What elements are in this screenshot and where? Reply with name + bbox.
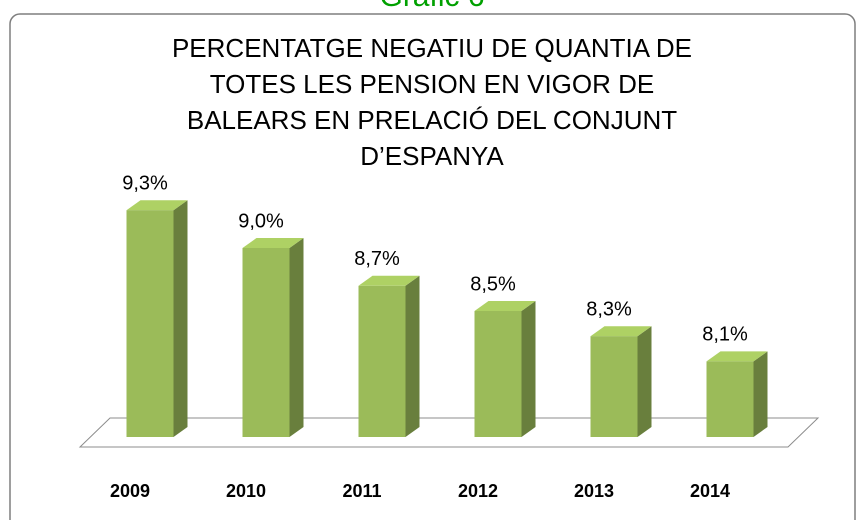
- bar-side: [753, 351, 768, 437]
- chart-title: D’ESPANYA: [360, 141, 504, 171]
- value-label: 8,7%: [354, 248, 400, 270]
- bar-side: [521, 301, 536, 437]
- bar-top: [474, 301, 536, 311]
- bar: [358, 285, 406, 437]
- bar-side: [637, 326, 652, 437]
- value-label: 8,3%: [586, 298, 632, 320]
- bar-top: [358, 275, 420, 286]
- value-label: 9,3%: [122, 172, 168, 194]
- heading: Gràfic 6: [379, 0, 484, 13]
- x-tick-label: 2011: [342, 481, 381, 501]
- bar: [474, 311, 522, 437]
- x-tick-label: 2013: [574, 481, 614, 501]
- bar-side: [173, 200, 188, 437]
- value-label: 9,0%: [238, 210, 284, 232]
- chart-title: PERCENTATGE NEGATIU DE QUANTIA DE: [172, 33, 692, 63]
- x-tick-label: 2010: [226, 481, 266, 501]
- bar-top: [126, 200, 188, 211]
- x-tick-label: 2012: [458, 481, 498, 501]
- bar-top: [590, 326, 652, 337]
- chart-title: TOTES LES PENSION EN VIGOR DE: [210, 69, 655, 99]
- x-tick-label: 2014: [690, 481, 730, 501]
- bar-top: [706, 351, 768, 362]
- bar: [126, 210, 174, 437]
- bar-top: [242, 238, 304, 248]
- bar: [706, 361, 754, 437]
- bar: [242, 248, 290, 437]
- bar-side: [289, 238, 304, 437]
- value-label: 8,1%: [702, 324, 748, 346]
- bar: [590, 336, 638, 437]
- chart-title: BALEARS EN PRELACIÓ DEL CONJUNT: [187, 105, 677, 135]
- bar-side: [405, 275, 420, 437]
- value-label: 8,5%: [470, 273, 516, 295]
- x-tick-label: 2009: [110, 481, 150, 501]
